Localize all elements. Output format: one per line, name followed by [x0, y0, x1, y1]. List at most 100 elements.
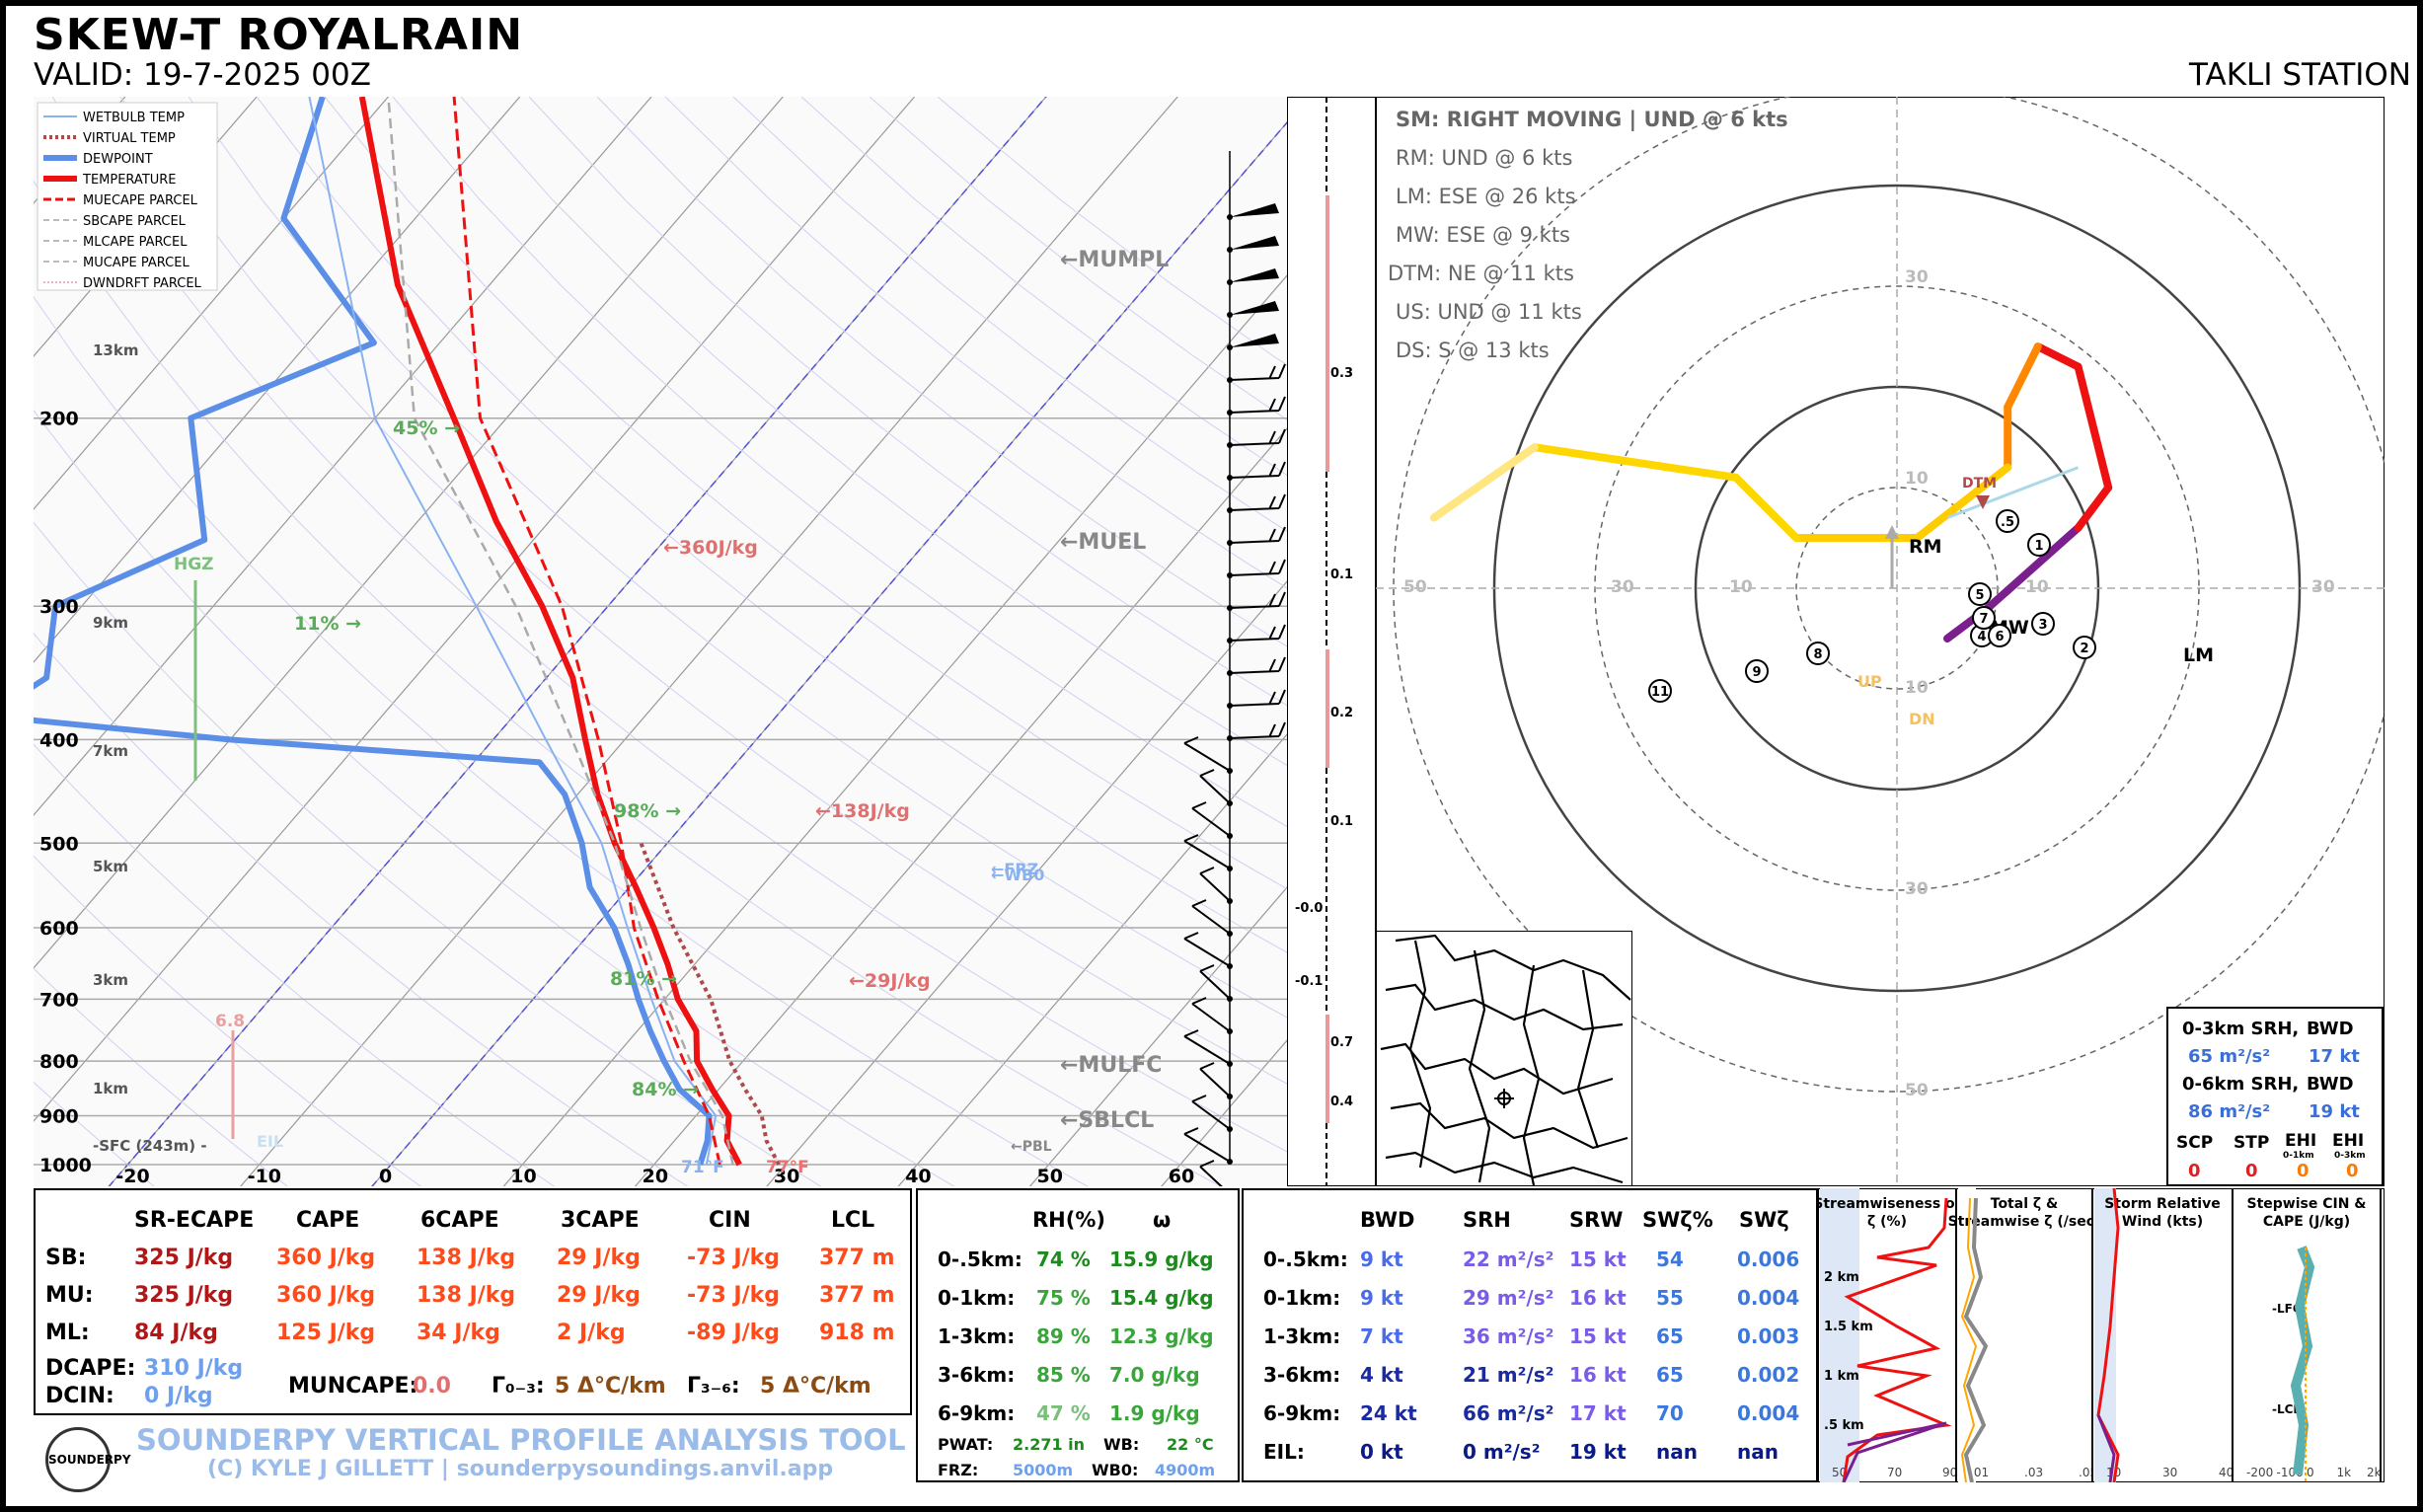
scp-label: SCP: [2176, 1133, 2214, 1153]
isotherm: [1028, 886, 1287, 1186]
col-bwd: BWD: [1360, 1208, 1415, 1232]
kin-cell: 19 kt: [1569, 1440, 1627, 1464]
thermo-table: SR-ECAPE CAPE 6CAPE 3CAPE CIN LCL SB: 32…: [34, 1188, 912, 1415]
mini-panels: Streamwiseness of ζ (%) 50 70 90 Total ζ & Str…: [1818, 1188, 2385, 1482]
ml-6cape: 34 J/kg: [416, 1321, 500, 1345]
moist-row-label: 0-1km:: [938, 1286, 1016, 1310]
station-name: TAKLI STATION: [2188, 57, 2411, 93]
mini-panel-tick: .01: [1970, 1466, 1989, 1479]
col-6cape: 6CAPE: [420, 1208, 499, 1233]
srh06-value: 86 m²/s²: [2188, 1101, 2271, 1122]
mini-panel-title: Storm Relative: [2104, 1196, 2220, 1212]
pressure-tick-label: 900: [39, 1105, 79, 1127]
ehi01-sub: 0-1km: [2283, 1151, 2314, 1161]
mini-panel-tick: -200: [2246, 1466, 2273, 1479]
dcape-value: 310 J/kg: [144, 1356, 244, 1381]
hodo-height-label: 9: [1752, 665, 1761, 680]
moist-omega: 15.4 g/kg: [1109, 1286, 1214, 1310]
dry-adiabat: [51, 97, 1287, 1153]
hodo-segment: [1731, 473, 1800, 542]
hodo-height-label: 8: [1813, 647, 1822, 662]
ehi01-label: EHI: [2285, 1131, 2317, 1151]
sb-cin: -73 J/kg: [687, 1246, 781, 1270]
mini-panel-tick: 90: [1942, 1466, 1957, 1479]
omega-bar: [1325, 1015, 1329, 1123]
mu-3cape: 29 J/kg: [557, 1283, 641, 1308]
bwd03-label: BWD: [2307, 1019, 2354, 1039]
mu-lcl: 377 m: [819, 1283, 895, 1308]
temperature-tick-label: -10: [248, 1166, 281, 1186]
legend-label: MUECAPE PARCEL: [83, 193, 198, 208]
mini-height-label: 1.5 km: [1824, 1320, 1873, 1334]
height-label: 5km: [93, 858, 128, 875]
moist-rh: 89 %: [1036, 1324, 1091, 1348]
height-label: 3km: [93, 971, 128, 989]
height-label: -SFC (243m) -: [93, 1137, 207, 1155]
dry-adiabat: [596, 97, 1287, 647]
moist-rh: 74 %: [1036, 1247, 1091, 1271]
wind-barb: [1229, 363, 1286, 381]
wind-barb: [1229, 428, 1286, 446]
annotation-label: ←SBLCL: [1060, 1108, 1154, 1133]
stepwise-cin-cape: [2290, 1246, 2315, 1475]
annotation-label: 6.8: [215, 1012, 245, 1031]
temperature-tick-label: 0: [379, 1166, 392, 1186]
temperature-tick-label: -20: [115, 1166, 149, 1186]
hodo-marker-label: UP: [1857, 672, 1882, 691]
wind-barb-flag: [1230, 203, 1279, 217]
isotherm: [34, 97, 916, 1122]
omega-value-label: -0.0: [1295, 901, 1323, 916]
isotherm: [34, 97, 389, 510]
height-label: 7km: [93, 742, 128, 760]
temperature-tick-label: 50: [1037, 1166, 1063, 1186]
legend-box: [37, 102, 218, 291]
mu-srecape: 325 J/kg: [134, 1283, 234, 1308]
temperature-tick-label: 60: [1169, 1166, 1194, 1186]
dry-adiabat: [34, 632, 689, 1186]
hodo-header-line: US: UND @ 11 kts: [1396, 300, 1582, 324]
hodo-height-label: .5: [2001, 515, 2014, 530]
kin-row-label: 0-1km:: [1263, 1286, 1341, 1310]
mini-height-label: 2 km: [1824, 1270, 1859, 1285]
annotation-label: ←MUEL: [1060, 530, 1146, 555]
wind-barb: [1229, 656, 1286, 674]
ml-cape: 125 J/kg: [276, 1321, 376, 1345]
omega-value-label: 0.3: [1330, 366, 1353, 381]
moist-omega: 7.0 g/kg: [1109, 1363, 1200, 1387]
stp-label: STP: [2234, 1133, 2270, 1153]
ml-lcl: 918 m: [819, 1321, 895, 1345]
annotation-label: 71°F: [681, 1158, 724, 1177]
wind-barb: [1199, 769, 1231, 804]
wind-barb: [1229, 396, 1286, 414]
pressure-tick-label: 200: [39, 409, 79, 430]
mini-panel-tick: 2k: [2367, 1466, 2382, 1479]
srh06-label: 0-6km SRH,: [2182, 1074, 2300, 1095]
kin-cell: 29 m²/s²: [1463, 1286, 1554, 1310]
temperature-tick-label: 10: [510, 1166, 536, 1186]
col-swz: SWζ: [1739, 1208, 1789, 1232]
wind-barb: [1191, 899, 1231, 935]
ml-srecape: 84 J/kg: [134, 1321, 218, 1345]
row-sb-label: SB:: [45, 1246, 87, 1270]
kin-cell: 65: [1656, 1324, 1684, 1348]
kin-cell: 24 kt: [1360, 1401, 1417, 1425]
wind-barb: [1229, 559, 1286, 576]
valid-time: VALID: 19-7-2025 00Z: [34, 57, 371, 93]
hodo-height-label: 7: [1979, 612, 1988, 627]
mini-panel-tick: 0: [2307, 1466, 2314, 1479]
kin-cell: 17 kt: [1569, 1401, 1627, 1425]
temperature-tick-label: 20: [643, 1166, 668, 1186]
kin-cell: 0.004: [1737, 1401, 1800, 1425]
col-lcl: LCL: [831, 1208, 875, 1233]
kin-cell: 0.006: [1737, 1247, 1800, 1271]
hodo-marker-label: DTM: [1962, 476, 1997, 491]
sb-srecape: 325 J/kg: [134, 1246, 234, 1270]
scp-value: 0: [2188, 1161, 2201, 1181]
kin-cell: 4 kt: [1360, 1363, 1403, 1387]
skewt-labels: 200 300 400 500 600 700 800 900 1000 -20 -10 0 10 20 3…: [39, 248, 1194, 1186]
annotation-label: HGZ: [174, 555, 214, 574]
stp-value: 0: [2245, 1161, 2258, 1181]
legend-label: MUCAPE PARCEL: [83, 256, 189, 270]
lcl-label: -LCL: [2272, 1402, 2301, 1416]
